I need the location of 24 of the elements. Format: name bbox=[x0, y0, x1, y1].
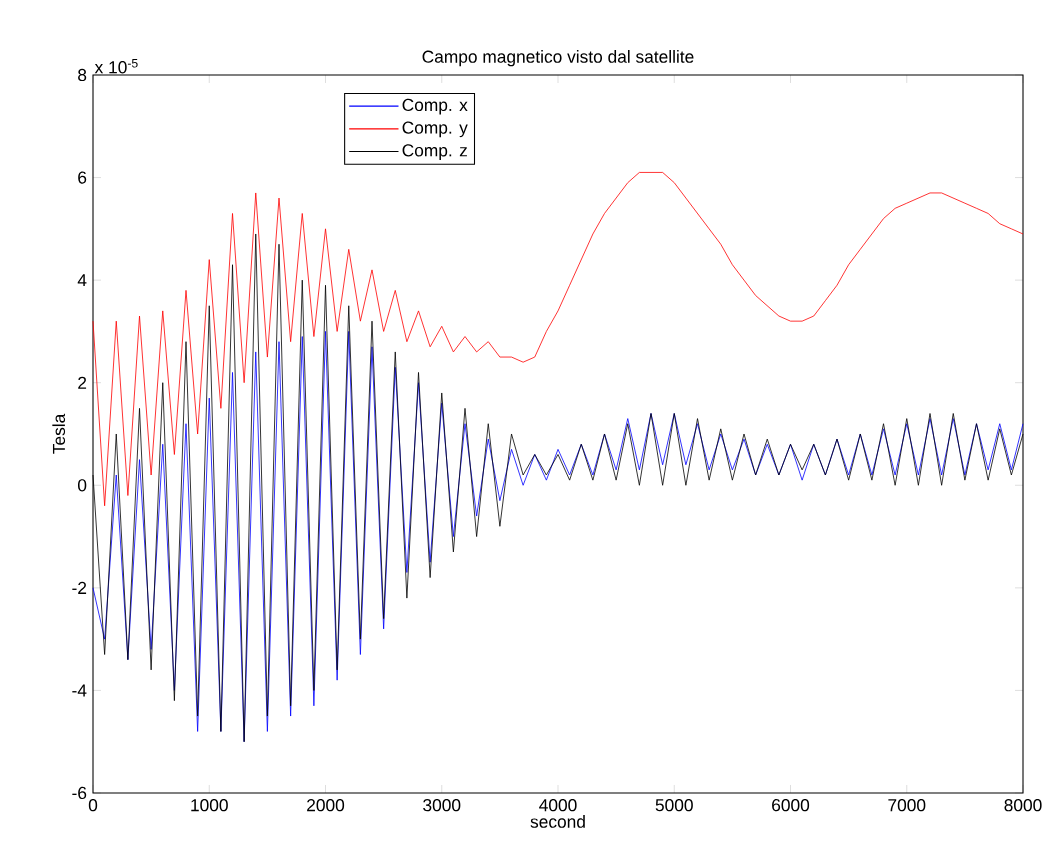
x-tick-label: 2000 bbox=[307, 799, 345, 812]
y-tick-label: -4 bbox=[72, 684, 87, 697]
y-tick-label: 8 bbox=[78, 68, 87, 82]
legend-label: Comp. z bbox=[402, 144, 467, 160]
y-tick-label: 0 bbox=[77, 479, 87, 492]
x-tick-label: 0 bbox=[88, 799, 98, 812]
x-tick-label: 8000 bbox=[1004, 799, 1042, 812]
legend-label: Comp. y bbox=[402, 121, 468, 138]
x-tick-label: 4000 bbox=[539, 799, 577, 812]
y-tick-label: -6 bbox=[72, 786, 87, 800]
text: x 10$^{-5}$ bbox=[94, 59, 138, 74]
x-tick-label: 3000 bbox=[423, 799, 461, 812]
y-axis-title: Tesla bbox=[52, 413, 66, 454]
y-tick-label: 4 bbox=[77, 274, 87, 287]
chart-title: Campo magnetico visto dal satellite bbox=[422, 50, 694, 67]
y-tick-label: 6 bbox=[78, 171, 87, 184]
y-tick-label: -2 bbox=[72, 581, 87, 594]
x-tick-label: 1000 bbox=[191, 799, 228, 812]
x-tick-label: 7000 bbox=[888, 799, 926, 812]
x-axis-title: second bbox=[530, 815, 585, 828]
legend-label: Comp. x bbox=[402, 98, 468, 115]
y-tick-label: 2 bbox=[78, 376, 87, 389]
x-tick-label: 5000 bbox=[655, 799, 693, 812]
x-tick-label: 6000 bbox=[772, 799, 810, 812]
